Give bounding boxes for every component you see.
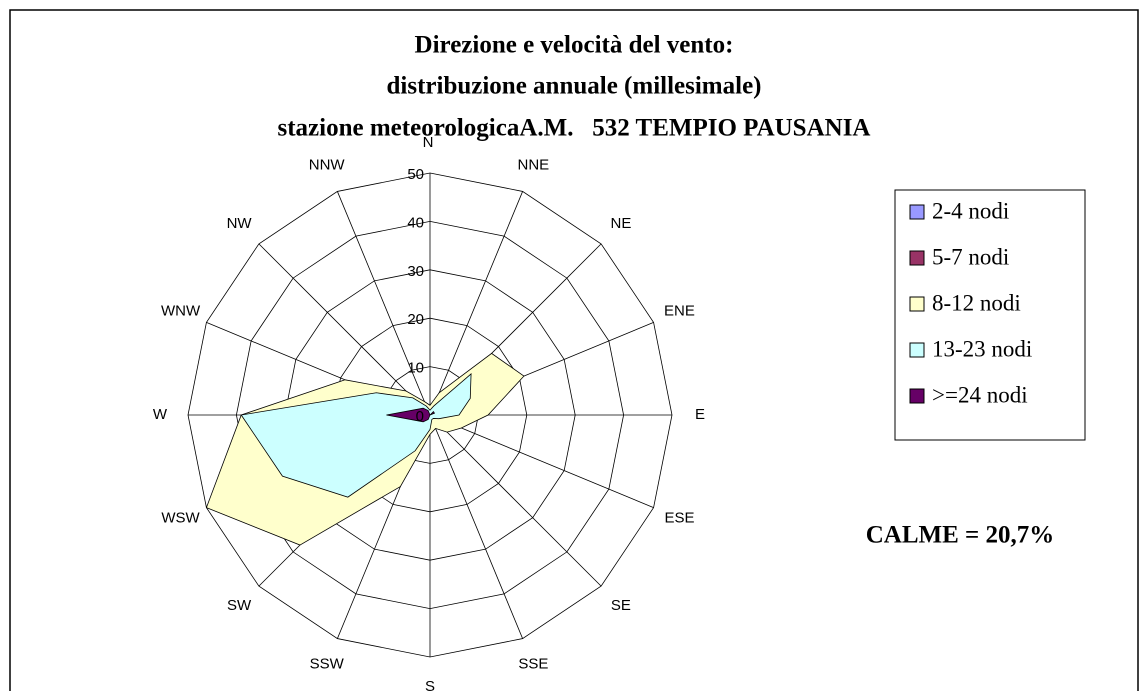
category-label: SSW <box>310 655 345 672</box>
r-tick-label: 20 <box>407 311 424 328</box>
series-area <box>240 373 472 498</box>
category-label: ENE <box>664 303 695 320</box>
spoke <box>429 414 654 508</box>
legend-label: >=24 nodi <box>932 382 1028 407</box>
spoke <box>337 191 431 416</box>
legend-swatch <box>909 388 925 404</box>
chart-title: distribuzione annuale (millesimale) <box>387 73 762 100</box>
legend-label: 2-4 nodi <box>932 198 1009 223</box>
legend-swatch <box>909 296 925 312</box>
category-label: SW <box>227 597 252 614</box>
legend-swatch <box>909 204 925 220</box>
legend-label: 5-7 nodi <box>932 244 1009 269</box>
category-label: N <box>423 134 434 151</box>
category-label: NNW <box>309 157 346 174</box>
spoke <box>429 191 523 416</box>
legend-swatch <box>909 250 925 266</box>
spoke <box>429 414 602 587</box>
r-tick-label: 30 <box>407 263 424 280</box>
category-label: SE <box>611 597 631 614</box>
category-label: NE <box>610 215 631 232</box>
legend-swatch <box>909 342 925 358</box>
series-area <box>386 407 436 423</box>
category-label: NW <box>227 215 253 232</box>
r-tick-label: 10 <box>407 360 424 377</box>
spoke <box>258 243 431 416</box>
category-label: W <box>153 406 168 423</box>
r-tick-label: 50 <box>407 166 424 183</box>
legend-label: 13-23 nodi <box>932 336 1032 361</box>
category-label: WNW <box>161 303 201 320</box>
legend <box>894 189 1086 441</box>
category-label: E <box>695 406 705 423</box>
category-label: S <box>425 678 435 691</box>
category-label: NNE <box>517 157 549 174</box>
category-label: ESE <box>664 509 694 526</box>
r-tick-label: 40 <box>407 214 424 231</box>
chart-title: stazione meteorologicaA.M. 532 TEMPIO PA… <box>278 115 871 142</box>
category-label: SSE <box>518 655 548 672</box>
chart-title: Direzione e velocità del vento: <box>415 32 734 59</box>
category-label: WSW <box>161 509 200 526</box>
legend-label: 8-12 nodi <box>932 290 1021 315</box>
r-tick-label: 0 <box>416 408 424 425</box>
spoke <box>429 414 523 639</box>
annotation: CALME = 20,7% <box>866 522 1055 549</box>
